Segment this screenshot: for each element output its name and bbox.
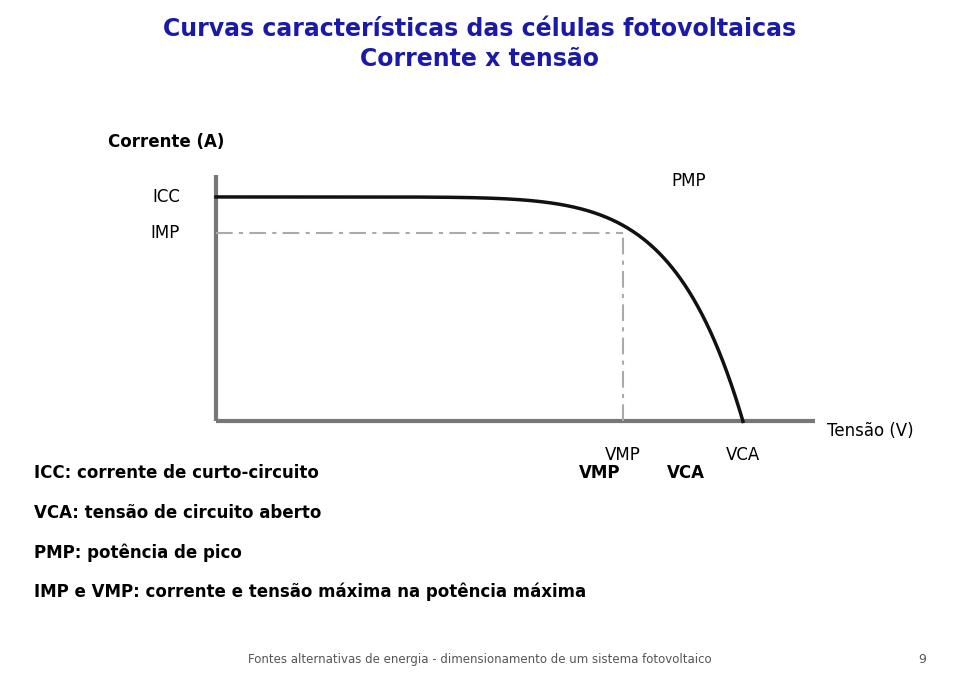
Text: IMP: IMP [151,224,180,242]
Text: PMP: PMP [671,172,706,190]
Text: VCA: VCA [726,445,760,464]
Text: VCA: VCA [667,464,706,483]
Text: Curvas características das células fotovoltaicas: Curvas características das células fotov… [163,17,797,41]
Text: Corrente (A): Corrente (A) [108,133,225,151]
Text: VCA: tensão de circuito aberto: VCA: tensão de circuito aberto [34,504,321,522]
Text: ICC: ICC [152,188,180,206]
Text: ICC: corrente de curto-circuito: ICC: corrente de curto-circuito [34,464,319,483]
Text: VMP: VMP [579,464,621,483]
Text: VMP: VMP [605,445,641,464]
Text: 9: 9 [919,653,926,666]
Text: PMP: potência de pico: PMP: potência de pico [34,543,242,561]
Text: IMP e VMP: corrente e tensão máxima na potência máxima: IMP e VMP: corrente e tensão máxima na p… [34,582,586,601]
Text: Tensão (V): Tensão (V) [827,422,914,440]
Text: Corrente x tensão: Corrente x tensão [361,47,599,71]
Text: Fontes alternativas de energia - dimensionamento de um sistema fotovoltaico: Fontes alternativas de energia - dimensi… [249,653,711,666]
